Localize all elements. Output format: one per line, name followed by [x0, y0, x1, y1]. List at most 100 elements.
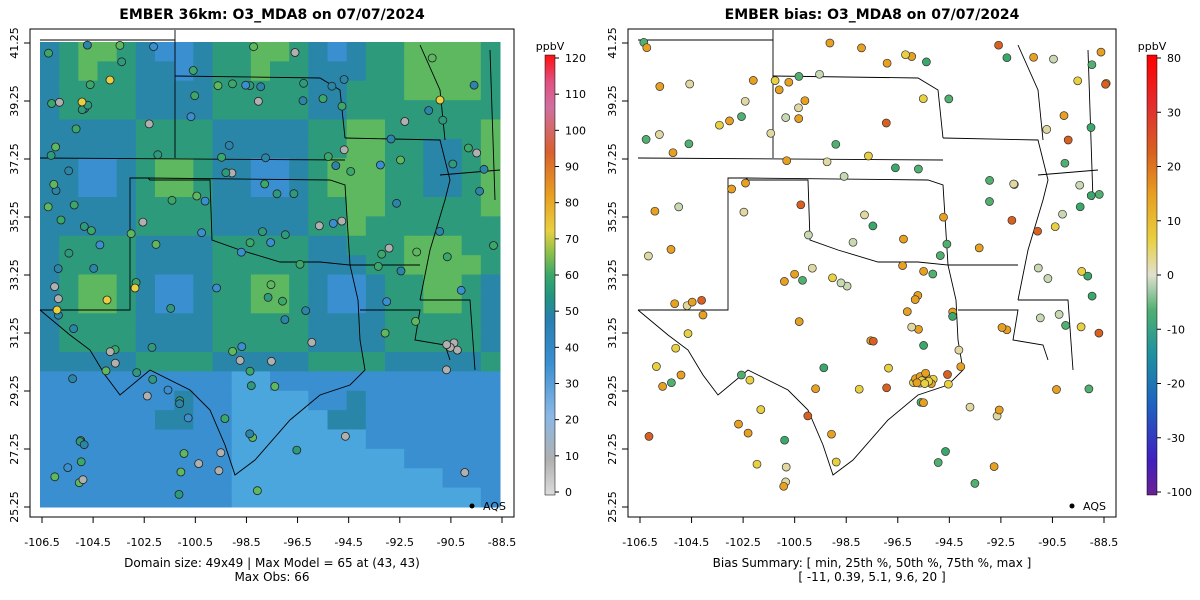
- right-cb-label: 20: [1167, 161, 1181, 174]
- model-grid-cell: [97, 216, 118, 237]
- aqs-legend-dot-right: [1069, 503, 1075, 509]
- model-grid-cell: [385, 42, 405, 62]
- bias-site-marker: [734, 419, 743, 429]
- aqs-site-marker: [331, 161, 341, 171]
- model-grid-cell: [346, 274, 367, 295]
- bias-site-marker: [670, 299, 680, 309]
- aqs-site-marker: [411, 316, 421, 326]
- model-grid-cell: [385, 448, 405, 469]
- model-grid-cell: [193, 100, 213, 120]
- bias-site-marker: [974, 243, 984, 253]
- aqs-site-marker: [53, 264, 63, 274]
- model-grid-cell: [308, 42, 328, 62]
- aqs-site-marker: [245, 429, 255, 439]
- model-grid-cell: [289, 468, 309, 489]
- model-grid-cell: [40, 158, 60, 179]
- model-grid-cell: [327, 313, 348, 334]
- model-grid-cell: [40, 448, 60, 469]
- aqs-site-marker: [163, 385, 173, 395]
- model-grid-cell: [461, 197, 482, 217]
- model-grid-cell: [59, 42, 79, 62]
- model-grid-cell: [365, 293, 386, 314]
- right-y-tick-label: 33.25: [606, 259, 619, 291]
- model-grid-cell: [59, 293, 79, 314]
- model-grid-cell: [308, 274, 328, 295]
- model-grid-cell: [270, 138, 290, 159]
- model-grid-cell: [59, 255, 79, 275]
- bias-site-marker: [655, 82, 665, 91]
- model-grid-cell: [442, 177, 463, 198]
- aqs-site-marker: [186, 112, 196, 122]
- bias-site-marker: [864, 151, 873, 161]
- aqs-site-marker: [392, 198, 402, 208]
- aqs-site-marker: [77, 97, 87, 107]
- aqs-observation-markers: [43, 40, 498, 499]
- model-grid-cell: [346, 468, 367, 489]
- bias-site-marker: [954, 345, 964, 355]
- aqs-site-marker: [237, 342, 247, 352]
- model-grid-cell: [116, 158, 137, 179]
- model-grid-cell: [385, 61, 405, 82]
- model-grid-cell: [97, 313, 118, 334]
- model-grid-cell: [480, 468, 501, 489]
- bias-site-marker: [1096, 47, 1106, 57]
- model-grid-cell: [193, 410, 213, 430]
- model-grid-cell: [174, 42, 194, 62]
- bias-site-marker: [1061, 321, 1070, 330]
- model-grid-cell: [385, 313, 405, 334]
- model-grid-cell: [404, 197, 424, 217]
- model-grid-cell: [365, 274, 386, 295]
- bias-site-marker: [907, 322, 917, 332]
- model-grid-cell: [327, 332, 348, 353]
- bias-site-marker: [741, 178, 750, 188]
- model-grid-cell: [480, 42, 501, 62]
- right-cb-label: 0: [1167, 269, 1174, 282]
- model-grid-cell: [155, 100, 175, 120]
- aqs-site-marker: [314, 221, 324, 231]
- model-grid-cell: [480, 293, 501, 314]
- bias-site-marker: [1035, 313, 1045, 323]
- aqs-site-marker: [298, 96, 308, 106]
- model-grid-cell: [365, 197, 386, 217]
- aqs-site-marker: [71, 124, 81, 134]
- left-map-title: EMBER 36km: O3_MDA8 on 07/07/2024: [119, 7, 425, 23]
- model-grid-cell: [289, 487, 309, 508]
- model-grid-cell: [231, 448, 252, 469]
- aqs-site-marker: [442, 252, 452, 262]
- aqs-site-marker: [102, 295, 112, 305]
- aqs-site-marker: [153, 150, 163, 160]
- aqs-site-marker: [396, 155, 405, 165]
- model-grid-cell: [40, 487, 60, 508]
- model-grid-cell: [442, 216, 463, 237]
- bias-site-marker: [667, 378, 676, 388]
- state-boundary-line: [39, 177, 366, 476]
- bias-site-marker: [780, 435, 789, 445]
- model-grid-cell: [174, 255, 194, 275]
- model-grid-cell: [480, 332, 501, 353]
- aqs-site-marker: [76, 457, 86, 467]
- model-grid-cell: [78, 332, 98, 353]
- aqs-site-marker: [245, 366, 255, 376]
- model-grid-cell: [365, 468, 386, 489]
- model-grid-cell: [40, 352, 60, 372]
- aqs-site-marker: [132, 368, 142, 378]
- model-grid-cell: [97, 429, 118, 450]
- aqs-site-marker: [412, 247, 422, 257]
- bias-site-marker: [1076, 322, 1086, 332]
- model-grid-cell: [212, 293, 233, 314]
- model-grid-cell: [423, 487, 443, 508]
- model-grid-cell: [250, 390, 271, 411]
- model-grid-cell: [97, 468, 118, 489]
- model-grid-cell: [212, 216, 233, 237]
- model-grid-cell: [250, 332, 271, 353]
- model-grid-cell: [480, 255, 501, 275]
- aqs-site-marker: [299, 78, 309, 88]
- model-grid-cell: [97, 487, 118, 508]
- model-grid-cell: [135, 255, 156, 275]
- model-grid-cell: [442, 80, 463, 101]
- model-grid-cell: [289, 390, 309, 411]
- model-grid-cell: [404, 468, 424, 489]
- model-grid-cell: [289, 410, 309, 430]
- bias-site-marker: [970, 479, 980, 488]
- model-grid-cell: [155, 80, 175, 101]
